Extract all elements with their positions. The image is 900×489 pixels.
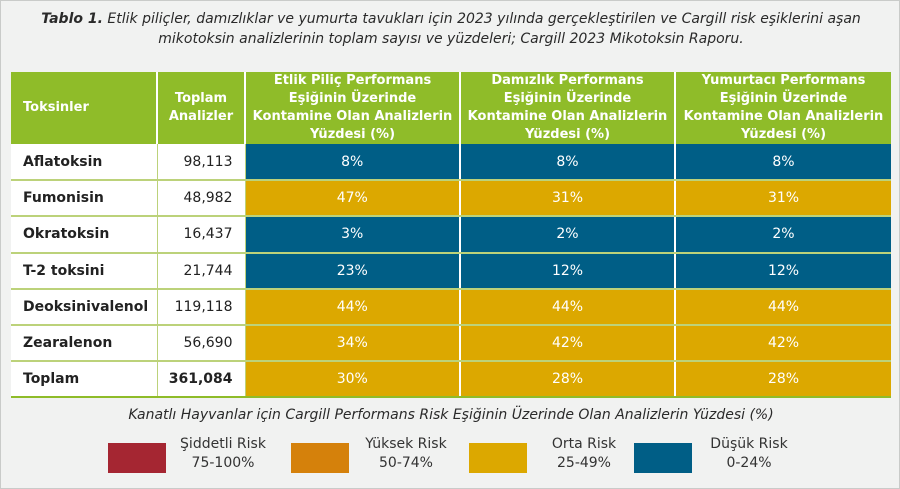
total-analyses-cell: 119,118 (157, 288, 246, 326)
table-caption: Tablo 1. Etlik piliçler, damızlıklar ve … (1, 9, 900, 49)
layer-percent-cell: 44% (675, 288, 891, 326)
legend-range-high: 50-74% (379, 455, 433, 471)
legend-swatch-high (291, 443, 349, 473)
table-header-row: Toksinler Toplam Analizler Etlik Piliç P… (11, 72, 891, 144)
table-row: Okratoksin 16,437 3% 2% 2% (11, 216, 891, 254)
legend-range-low: 0-24% (726, 455, 772, 471)
legend-range-severe: 75-100% (191, 455, 255, 471)
layer-percent-cell: 28% (675, 361, 891, 399)
toxin-name-cell: Deoksinivalenol (11, 288, 158, 326)
legend-label-high: Yüksek Risk (365, 436, 447, 452)
breeder-percent-cell: 12% (460, 252, 676, 290)
legend-label-severe: Şiddetli Risk (180, 436, 266, 452)
breeder-percent-cell: 31% (460, 180, 676, 218)
legend-swatch-severe (108, 443, 166, 473)
layer-percent-cell: 8% (675, 144, 891, 182)
broiler-percent-cell: 3% (245, 216, 461, 254)
breeder-percent-cell: 2% (460, 216, 676, 254)
broiler-percent-cell: 8% (245, 144, 461, 182)
total-analyses-cell: 56,690 (157, 324, 246, 363)
layer-percent-cell: 42% (675, 324, 891, 363)
total-analyses-cell: 21,744 (157, 252, 246, 290)
breeder-percent-cell: 28% (460, 361, 676, 399)
toxin-name-cell: T-2 toksini (11, 252, 158, 290)
total-analyses-cell: 361,084 (157, 361, 246, 399)
legend-swatch-low (634, 443, 692, 473)
toxin-name-cell: Aflatoksin (11, 144, 158, 182)
toxin-name-cell: Fumonisin (11, 180, 158, 218)
total-analyses-cell: 98,113 (157, 144, 246, 182)
layer-percent-cell: 12% (675, 252, 891, 290)
legend-swatch-medium (469, 443, 527, 473)
legend-range-medium: 25-49% (557, 455, 611, 471)
breeder-percent-cell: 8% (460, 144, 676, 182)
header-layer: Yumurtacı Performans Eşiğinin Üzerinde K… (675, 72, 891, 144)
layer-percent-cell: 2% (675, 216, 891, 254)
header-broiler: Etlik Piliç Performans Eşiğinin Üzerinde… (245, 72, 461, 144)
legend-label-low: Düşük Risk (710, 436, 788, 452)
toxin-name-cell: Okratoksin (11, 216, 158, 254)
breeder-percent-cell: 44% (460, 288, 676, 326)
total-analyses-cell: 48,982 (157, 180, 246, 218)
caption-text: Etlik piliçler, damızlıklar ve yumurta t… (107, 11, 861, 47)
layer-percent-cell: 31% (675, 180, 891, 218)
broiler-percent-cell: 30% (245, 361, 461, 399)
table-row: Fumonisin 48,982 47% 31% 31% (11, 180, 891, 218)
header-breeder: Damızlık Performans Eşiğinin Üzerinde Ko… (460, 72, 676, 144)
breeder-percent-cell: 42% (460, 324, 676, 363)
table-row: Deoksinivalenol 119,118 44% 44% 44% (11, 288, 891, 326)
total-analyses-cell: 16,437 (157, 216, 246, 254)
toxin-name-cell: Zearalenon (11, 324, 158, 363)
header-toxins: Toksinler (11, 72, 158, 144)
table-row: Aflatoksin 98,113 8% 8% 8% (11, 144, 891, 182)
legend-title: Kanatlı Hayvanlar için Cargill Performan… (128, 407, 774, 423)
broiler-percent-cell: 23% (245, 252, 461, 290)
broiler-percent-cell: 34% (245, 324, 461, 363)
header-total-analyses: Toplam Analizler (157, 72, 246, 144)
table-row: Toplam 361,084 30% 28% 28% (11, 361, 891, 399)
broiler-percent-cell: 44% (245, 288, 461, 326)
broiler-percent-cell: 47% (245, 180, 461, 218)
table-row: T-2 toksini 21,744 23% 12% 12% (11, 252, 891, 290)
mycotoxin-table: Toksinler Toplam Analizler Etlik Piliç P… (11, 72, 891, 399)
caption-label: Tablo 1. (41, 11, 103, 27)
toxin-name-cell: Toplam (11, 361, 158, 399)
legend-label-medium: Orta Risk (551, 436, 617, 452)
table-row: Zearalenon 56,690 34% 42% 42% (11, 324, 891, 363)
